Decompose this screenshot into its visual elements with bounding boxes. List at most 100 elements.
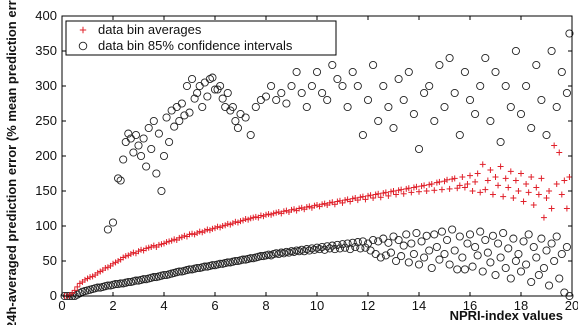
y-tick-label: 150 [35,183,57,198]
x-tick-label: 4 [160,298,167,313]
bin-average-point [204,226,211,233]
confidence-interval-point [450,246,459,255]
bin-average-point [115,258,122,264]
confidence-interval-point [404,67,413,77]
confidence-interval-point [550,256,559,266]
confidence-interval-point [460,67,469,77]
bin-average-point [71,287,78,294]
y-tick-label: 250 [35,113,57,128]
confidence-interval-point [542,246,551,255]
bin-average-point [512,177,519,184]
bin-average-point [234,219,241,226]
confidence-interval-point [124,129,133,138]
confidence-interval-point [468,262,477,271]
confidence-interval-point [216,81,225,91]
bin-average-point [492,174,499,180]
bin-average-point [97,268,104,275]
bin-average-point [150,242,157,249]
bin-average-point [94,269,101,276]
bin-average-point [138,246,145,253]
confidence-interval-point [465,95,475,105]
plus-marker-icon [79,26,87,34]
bin-average-point [186,231,193,238]
bin-average-point [372,191,379,198]
confidence-interval-point [323,95,332,105]
bin-average-point [224,220,231,227]
confidence-interval-point [198,102,207,112]
confidence-interval-point [445,53,454,63]
confidence-interval-point [514,249,523,259]
confidence-interval-point [131,276,140,285]
bin-average-point [268,211,275,218]
legend-label-confidence: data bin 85% confidence intervals [98,38,293,53]
confidence-interval-point [348,238,357,247]
confidence-interval-point [476,227,485,236]
confidence-interval-point [481,53,490,63]
bin-average-point [495,182,502,189]
confidence-interval-point [539,263,549,273]
confidence-interval-point [435,60,444,70]
bin-average-point [158,241,165,248]
confidence-interval-point [407,239,416,248]
confidence-interval-point [509,234,518,243]
confidence-interval-point [504,244,513,253]
bin-average-point [454,185,461,192]
bin-average-point [347,198,354,205]
bin-average-point [217,224,224,231]
confidence-interval-point [486,116,495,126]
confidence-interval-point [300,247,309,256]
confidence-interval-point [391,256,401,266]
bin-average-point [280,208,287,215]
bin-average-point [334,198,341,205]
confidence-interval-point [430,230,439,239]
confidence-interval-point [537,95,546,105]
bin-average-point [558,191,565,198]
confidence-interval-point [340,243,350,252]
confidence-interval-point [534,270,543,280]
confidence-interval-point [272,95,281,105]
bin-average-point [543,195,550,201]
bin-average-point [222,222,229,229]
confidence-interval-point [427,263,436,273]
confidence-interval-point [397,252,406,261]
confidence-interval-point [404,258,413,267]
confidence-interval-point [417,237,426,246]
x-tick-label: 0 [58,298,65,313]
bin-average-point [502,175,509,182]
bin-average-point [342,197,349,204]
bin-average-point [530,202,537,208]
confidence-interval-point [208,73,217,82]
confidence-interval-point [223,258,232,267]
confidence-interval-point [552,102,561,112]
confidence-interval-point [287,81,296,91]
y-tick-label: 350 [35,43,57,58]
confidence-interval-point [182,81,191,91]
confidence-interval-point [221,102,230,112]
confidence-interval-point [333,74,342,84]
bin-average-point [367,192,374,199]
confidence-interval-point [565,29,574,38]
bin-average-point [168,237,175,244]
confidence-interval-point [389,123,398,133]
confidence-interval-point [435,255,444,264]
confidence-interval-point [455,232,464,241]
confidence-interval-point [297,88,306,98]
bin-average-point [247,215,254,222]
bin-average-point [229,220,236,227]
x-tick-label: 14 [412,298,426,313]
confidence-interval-point [414,260,424,269]
confidence-interval-point [529,242,538,252]
confidence-interval-point [532,60,541,70]
confidence-interval-point [177,99,186,108]
bin-average-point [273,209,280,216]
confidence-interval-point [162,113,171,122]
confidence-interval-point [552,232,561,241]
confidence-interval-point [114,174,123,183]
bin-average-point [451,175,458,182]
bin-average-point [413,183,420,190]
confidence-interval-point [159,151,169,161]
confidence-interval-point [103,281,112,290]
confidence-interval-point [501,81,510,91]
bin-average-point [206,227,213,234]
x-tick-label: 8 [262,298,269,313]
